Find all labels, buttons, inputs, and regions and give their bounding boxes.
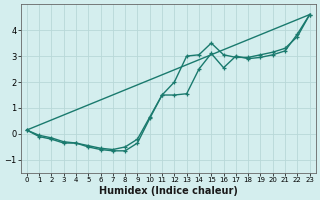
X-axis label: Humidex (Indice chaleur): Humidex (Indice chaleur) <box>99 186 238 196</box>
